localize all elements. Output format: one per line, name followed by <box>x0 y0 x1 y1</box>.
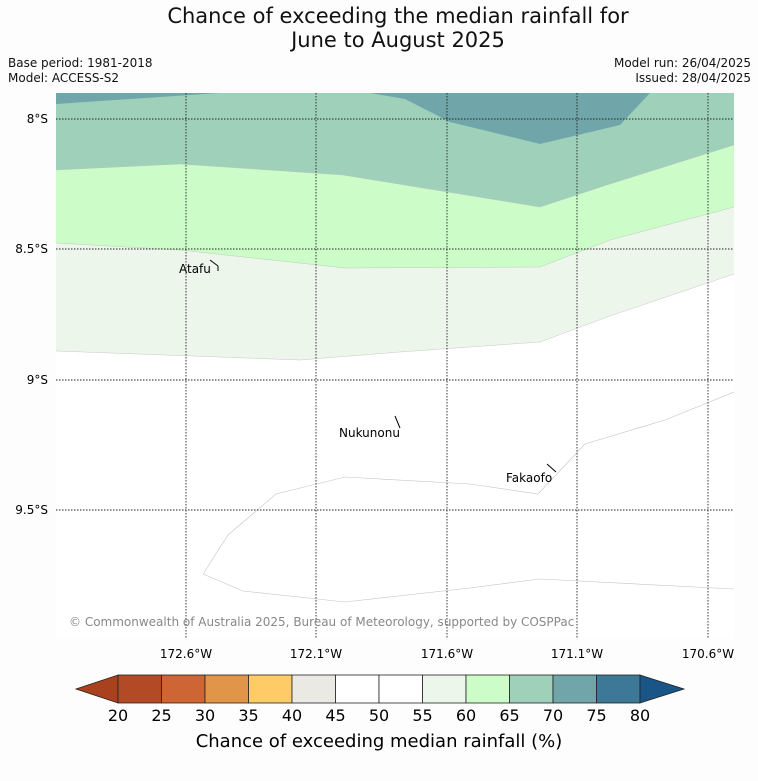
colorbar-label: Chance of exceeding median rainfall (%) <box>196 731 563 752</box>
colorbar: 20 25 30 35 40 45 50 55 60 65 70 75 80 <box>74 674 686 725</box>
colorbar-segment <box>422 674 467 704</box>
colorbar-tick-label: 20 <box>108 706 128 725</box>
zone-70-75 <box>56 93 650 144</box>
base-period: Base period: 1981-2018 <box>8 56 153 70</box>
model-run: Model run: 26/04/2025 <box>613 56 751 70</box>
colorbar-segment <box>291 674 336 704</box>
lat-label: 9.5°S <box>15 503 48 517</box>
colorbar-segment <box>596 674 641 704</box>
fakaofo-marker <box>546 463 557 473</box>
lat-label: 8°S <box>27 112 48 126</box>
colorbar-segment <box>161 674 206 704</box>
place-label-nukunonu: Nukunonu <box>339 426 400 440</box>
map-title: Chance of exceeding the median rainfall … <box>0 4 758 52</box>
longitude-labels: 172.6°W 172.1°W 171.6°W 171.1°W 170.6°W <box>160 647 734 661</box>
colorbar-tick-label: 55 <box>412 706 432 725</box>
map-panel <box>56 93 734 639</box>
colorbar-segment <box>117 674 162 704</box>
colorbar-segment <box>248 674 293 704</box>
colorbar-segment <box>204 674 249 704</box>
colorbar-tick-label: 60 <box>456 706 476 725</box>
colorbar-segment <box>509 674 554 704</box>
colorbar-tick-label: 30 <box>195 706 215 725</box>
colorbar-tick-label: 80 <box>630 706 650 725</box>
colorbar-tick-label: 65 <box>499 706 519 725</box>
colorbar-tick-label: 50 <box>369 706 389 725</box>
colorbar-segment <box>378 674 423 704</box>
place-label-atafu: Atafu <box>179 262 211 276</box>
latitude-labels: 8°S 8.5°S 9°S 9.5°S <box>15 112 48 517</box>
title-line-2: June to August 2025 <box>291 28 505 52</box>
place-label-fakaofo: Fakaofo <box>506 471 552 485</box>
colorbar-tick-label: 70 <box>543 706 563 725</box>
colorbar-tick-label: 45 <box>325 706 345 725</box>
colorbar-segment <box>335 674 380 704</box>
lat-label: 8.5°S <box>15 242 48 256</box>
lon-label: 170.6°W <box>682 647 734 661</box>
lat-label: 9°S <box>27 373 48 387</box>
colorbar-tick-label: 25 <box>151 706 171 725</box>
meta-right: Model run: 26/04/2025 Issued: 28/04/2025 <box>614 56 751 86</box>
place-markers <box>209 259 557 473</box>
lon-label: 171.1°W <box>551 647 603 661</box>
nukunonu-marker <box>394 415 401 429</box>
colorbar-tick-label: 35 <box>238 706 258 725</box>
model-name: Model: ACCESS-S2 <box>8 71 120 85</box>
colorbar-segment <box>465 674 510 704</box>
eez-boundary <box>202 391 734 603</box>
colorbar-tick-label: 75 <box>586 706 606 725</box>
lon-label: 171.6°W <box>421 647 473 661</box>
meta-left: Base period: 1981-2018 Model: ACCESS-S2 <box>8 56 153 86</box>
lon-label: 172.6°W <box>160 647 212 661</box>
title-line-1: Chance of exceeding the median rainfall … <box>167 4 629 28</box>
colorbar-over-arrow <box>639 674 686 704</box>
colorbar-under-arrow <box>74 674 119 704</box>
atafu-marker <box>209 259 219 267</box>
colorbar-tick-label: 40 <box>282 706 302 725</box>
issued-date: Issued: 28/04/2025 <box>635 71 751 85</box>
gridlines <box>56 93 734 639</box>
lon-label: 172.1°W <box>290 647 342 661</box>
colorbar-segment <box>552 674 597 704</box>
copyright-notice: © Commonwealth of Australia 2025, Bureau… <box>69 615 574 629</box>
